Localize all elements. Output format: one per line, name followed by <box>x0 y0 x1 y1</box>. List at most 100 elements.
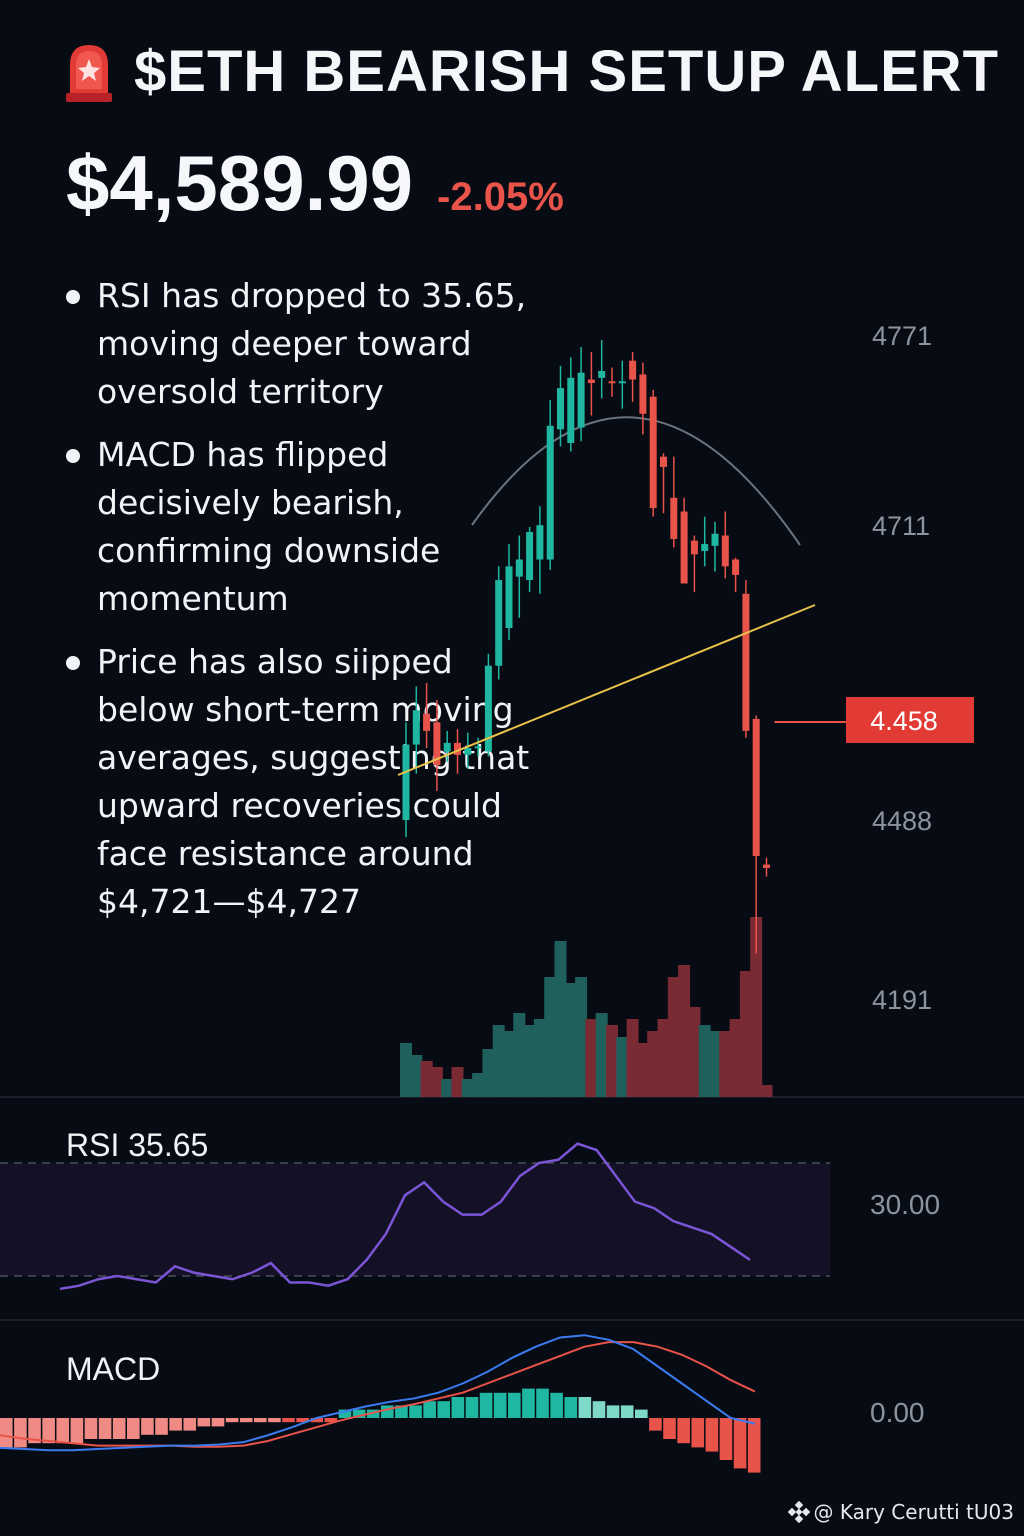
candle-body <box>639 374 647 414</box>
price-row: $4,589.99 -2.05% <box>66 138 564 229</box>
macd-histogram-bar <box>606 1405 620 1418</box>
rsi-panel: RSI 35.65 30.00 <box>0 1127 940 1291</box>
watermark: @ Kary Cerutti tU03 <box>787 1500 1014 1524</box>
macd-y-tick: 0.00 <box>870 1397 925 1428</box>
macd-histogram-bar <box>155 1418 168 1435</box>
volume-bar <box>482 1049 495 1097</box>
macd-histogram-bar <box>211 1418 225 1427</box>
y-tick-label: 4191 <box>872 985 932 1015</box>
candle-body <box>721 535 729 567</box>
macd-histogram-bar <box>564 1397 578 1418</box>
candle-body <box>412 710 420 745</box>
macd-histogram-bar <box>141 1418 154 1435</box>
siren-icon <box>66 44 112 102</box>
volume-bar <box>750 917 763 1097</box>
macd-histogram-bar <box>522 1388 535 1418</box>
macd-histogram-bar <box>677 1418 690 1444</box>
macd-histogram-bar <box>663 1418 676 1439</box>
macd-histogram-bar <box>395 1405 408 1418</box>
volume-bar <box>678 965 691 1097</box>
volume-bar <box>430 1067 443 1097</box>
macd-histogram-bar <box>98 1418 112 1439</box>
volume-bar <box>513 1013 526 1097</box>
candle-body <box>763 864 770 868</box>
macd-line <box>0 1334 756 1452</box>
macd-histogram-bar <box>409 1405 422 1418</box>
volume-bar <box>595 1013 608 1097</box>
rsi-label: RSI 35.65 <box>66 1127 208 1163</box>
macd-histogram-bar <box>451 1397 465 1418</box>
candle-body <box>536 525 544 560</box>
macd-histogram-bar <box>197 1418 211 1427</box>
price-chart: 4.458 4771 4711 4488 4191 <box>397 321 974 1097</box>
volume-bar <box>647 1031 660 1097</box>
macd-histogram-bar <box>268 1418 281 1423</box>
candle-body <box>557 388 564 430</box>
candle-body <box>567 377 575 443</box>
candle-body <box>474 746 482 749</box>
macd-histogram-bar <box>0 1418 13 1448</box>
macd-histogram-bar <box>14 1418 27 1448</box>
candle-body <box>732 559 740 575</box>
macd-histogram-bar <box>352 1409 366 1418</box>
macd-histogram-bar <box>635 1409 648 1418</box>
volume-bar <box>636 1043 649 1097</box>
candle-body <box>546 425 554 560</box>
macd-histogram-bar <box>112 1418 126 1439</box>
candle-body <box>464 748 472 755</box>
macd-histogram-bar <box>282 1418 295 1423</box>
volume-bar <box>688 1007 701 1097</box>
candle-body <box>454 742 461 755</box>
volume-bar <box>451 1067 464 1097</box>
macd-histogram-bar <box>169 1418 182 1431</box>
rsi-band <box>0 1163 830 1276</box>
macd-histogram-bar <box>324 1418 338 1423</box>
y-tick-label: 4488 <box>872 806 932 836</box>
volume-bar <box>554 941 567 1097</box>
macd-histogram-bar <box>254 1418 267 1423</box>
macd-histogram-bar <box>536 1388 549 1418</box>
macd-histogram-bar <box>183 1418 197 1431</box>
volume-bar <box>544 977 557 1097</box>
candle-body <box>649 396 657 509</box>
candle-body <box>742 593 750 731</box>
candle-body <box>495 580 503 666</box>
volume-bar <box>667 977 680 1097</box>
volume-bar <box>739 971 752 1097</box>
volume-bar <box>760 1085 773 1097</box>
macd-histogram-bar <box>56 1418 70 1444</box>
volume-bar <box>719 1031 732 1097</box>
volume-bar <box>616 1037 629 1097</box>
candle-body <box>618 381 626 384</box>
page-title: $ETH BEARISH SETUP ALERT <box>134 39 1000 104</box>
candle-body <box>515 559 523 577</box>
rsi-line <box>59 1142 751 1291</box>
volume-bar <box>441 1079 454 1097</box>
macd-histogram-bar <box>550 1392 563 1418</box>
macd-histogram-bar <box>733 1418 747 1469</box>
candle-body <box>433 722 441 766</box>
volume-bars <box>400 917 773 1097</box>
bullet-dot <box>66 290 80 304</box>
y-tick-label: 4711 <box>872 511 930 541</box>
volume-bar <box>533 1019 546 1097</box>
macd-histogram-bar <box>127 1418 140 1439</box>
bullet-macd: MACD has flipped decisively bearish, con… <box>62 431 532 623</box>
volume-bar <box>606 1025 618 1097</box>
volume-bar <box>472 1073 485 1097</box>
bullet-dot <box>66 449 80 463</box>
macd-histogram-bar <box>381 1405 394 1418</box>
macd-histogram-bar <box>366 1409 380 1418</box>
candle-body <box>443 742 451 752</box>
rounded-top-arc <box>471 416 801 546</box>
candle-body <box>598 370 606 378</box>
macd-histogram-bar <box>465 1397 479 1418</box>
bullet-dot <box>66 656 80 670</box>
volume-bar <box>564 983 577 1097</box>
macd-histogram-bar <box>239 1418 253 1423</box>
volume-bar <box>657 1019 670 1097</box>
volume-bar <box>585 1019 598 1097</box>
trendline <box>397 604 816 776</box>
macd-histogram-bar <box>592 1401 606 1418</box>
